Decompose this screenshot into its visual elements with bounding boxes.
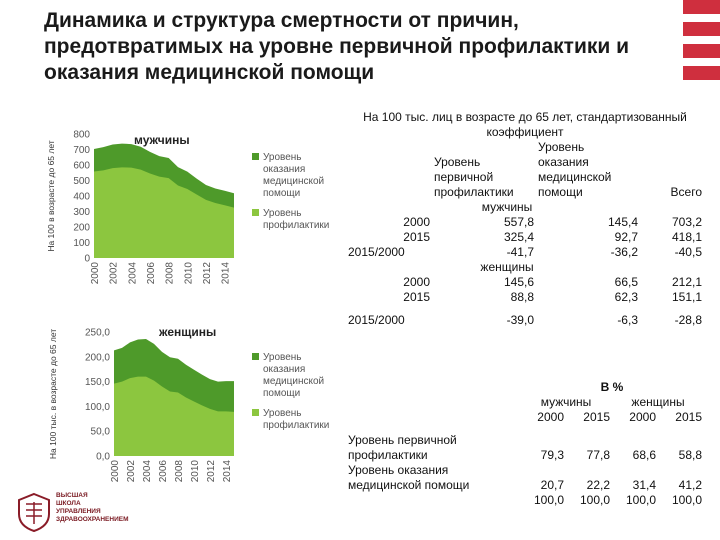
y-tick-label: 250,0 xyxy=(85,328,110,339)
chart-title: мужчины xyxy=(134,133,190,147)
table-row: 2015/2000 -41,7 -36,2 -40,5 xyxy=(348,245,702,259)
y-tick-label: 300 xyxy=(73,207,90,218)
table-row: 2000 557,8 145,4 703,2 xyxy=(403,215,702,229)
x-tick-label: 2008 xyxy=(165,262,176,285)
legend-label: Уровень профилактики xyxy=(263,408,329,431)
logo-line: ЗДРАВООХРАНЕНИЕМ xyxy=(56,516,129,523)
y-tick-label: 100,0 xyxy=(85,402,110,413)
table-header-cont: коэффициент xyxy=(486,125,564,139)
page-title: Динамика и структура смертности от причи… xyxy=(44,9,630,84)
col-med-3: медицинской xyxy=(538,170,612,184)
col-med-2: оказания xyxy=(538,155,589,169)
decorative-stripes xyxy=(683,0,720,540)
legend-swatch xyxy=(252,209,259,216)
col-prof-2: первичной xyxy=(434,170,494,184)
x-tick-label: 2006 xyxy=(146,262,157,285)
table-row: 2015/2000 -39,0 -6,3 -28,8 xyxy=(348,313,702,327)
y-axis-label: На 100 в возрасте до 65 лет xyxy=(46,140,56,251)
legend-label: Уровень оказания медицинской помощи xyxy=(263,152,324,199)
table-row: 2000 145,6 66,5 212,1 xyxy=(403,275,702,289)
legend-swatch xyxy=(252,153,259,160)
y-tick-label: 800 xyxy=(73,130,90,141)
logo-line: УПРАВЛЕНИЯ xyxy=(56,508,101,515)
y-axis-label: На 100 тыс. в возрасте до 65 лет xyxy=(48,329,58,459)
x-tick-label: 2004 xyxy=(142,460,153,483)
x-tick-label: 2014 xyxy=(221,262,232,285)
series-area-prevention xyxy=(94,167,234,258)
y-tick-label: 400 xyxy=(73,192,90,203)
percent-table: В % мужчины женщины 2000 2015 2000 2015 … xyxy=(346,380,704,508)
col-med-1: Уровень xyxy=(538,140,585,154)
col-med-4: помощи xyxy=(538,185,583,199)
series-area-prevention xyxy=(114,376,234,456)
y-tick-label: 200 xyxy=(73,223,90,234)
legend-swatch xyxy=(252,409,259,416)
x-tick-label: 2008 xyxy=(174,460,185,483)
y-tick-label: 150,0 xyxy=(85,377,110,388)
y-tick-label: 600 xyxy=(73,161,90,172)
women-area-chart: На 100 тыс. в возрасте до 65 лет 0,0 50,0 1… xyxy=(48,325,329,483)
y-tick-label: 700 xyxy=(73,145,90,156)
table-header: На 100 тыс. лиц в возрасте до 65 лет, ст… xyxy=(363,110,687,124)
y-tick-label: 50,0 xyxy=(91,427,111,438)
x-tick-label: 2000 xyxy=(90,262,101,285)
x-tick-label: 2004 xyxy=(127,262,138,285)
section-men: мужчины xyxy=(481,200,533,214)
table-row: 2015 325,4 92,7 418,1 xyxy=(403,230,702,244)
table-row: Уровень оказания медицинской помощи 20,7… xyxy=(348,463,702,492)
col-prof-3: профилактики xyxy=(434,185,514,199)
x-tick-label: 2012 xyxy=(202,262,213,285)
legend-label: Уровень профилактики xyxy=(263,208,329,231)
crest-icon xyxy=(18,492,50,533)
y-tick-label: 0,0 xyxy=(96,452,110,463)
mortality-table: На 100 тыс. лиц в возрасте до 65 лет, ст… xyxy=(346,110,704,328)
x-tick-label: 2014 xyxy=(222,460,233,483)
percent-men: мужчины xyxy=(540,395,592,409)
men-area-chart: На 100 в возрасте до 65 лет 0 100 200 300 400… xyxy=(46,130,329,285)
percent-header: В % xyxy=(600,380,624,394)
school-logo: ВЫСШАЯ ШКОЛА УПРАВЛЕНИЯ ЗДРАВООХРАНЕНИЕМ xyxy=(16,492,136,533)
x-tick-label: 2006 xyxy=(158,460,169,483)
x-tick-label: 2000 xyxy=(110,460,121,483)
x-tick-label: 2010 xyxy=(190,460,201,483)
y-tick-label: 500 xyxy=(73,176,90,187)
year-row: 2000 2015 2000 2015 xyxy=(537,410,702,424)
section-women: женщины xyxy=(480,260,534,274)
logo-line: ШКОЛА xyxy=(56,500,81,507)
y-tick-label: 200,0 xyxy=(85,352,110,363)
x-tick-label: 2002 xyxy=(109,262,120,285)
percent-women: женщины xyxy=(631,395,685,409)
x-tick-label: 2010 xyxy=(183,262,194,285)
y-tick-label: 100 xyxy=(73,238,90,249)
chart-title: женщины xyxy=(158,325,216,339)
legend-swatch xyxy=(252,353,259,360)
table-row: 100,0 100,0 100,0 100,0 xyxy=(533,493,702,507)
logo-line: ВЫСШАЯ xyxy=(56,492,88,499)
x-tick-label: 2002 xyxy=(126,460,137,483)
col-total: Всего xyxy=(670,185,702,199)
table-row: 2015 88,8 62,3 151,1 xyxy=(403,290,702,304)
x-tick-label: 2012 xyxy=(206,460,217,483)
col-prof-1: Уровень xyxy=(434,155,481,169)
y-tick-label: 0 xyxy=(84,254,90,265)
legend-label: Уровень оказания медицинской помощи xyxy=(263,352,324,399)
table-row: Уровень первичной профилактики 79,3 77,8… xyxy=(348,433,702,462)
